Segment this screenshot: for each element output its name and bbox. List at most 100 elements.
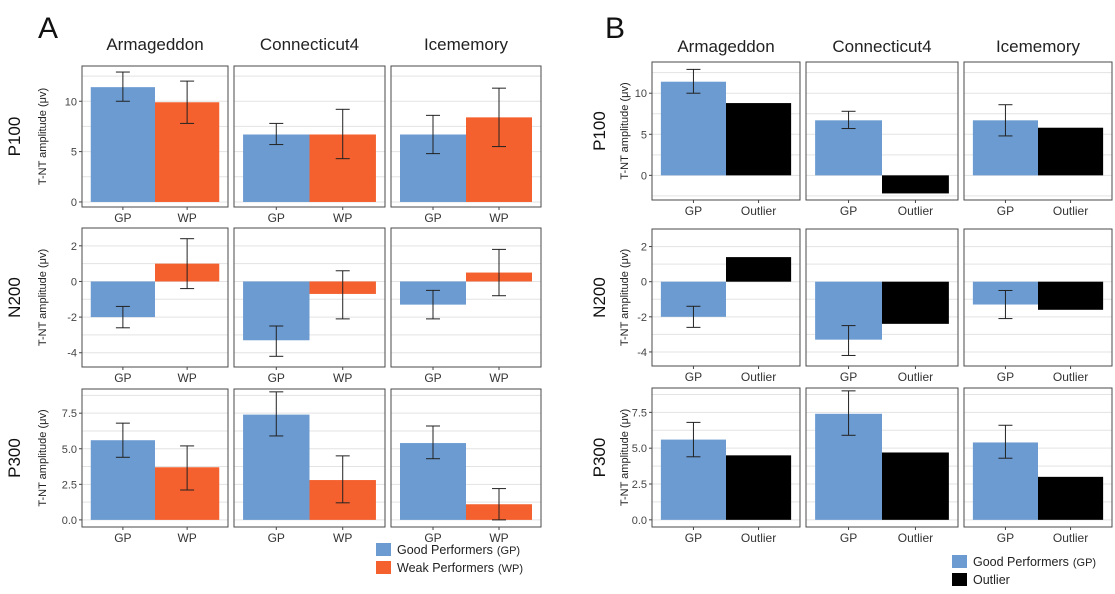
- legend-label-text: Good Performers: [973, 555, 1069, 569]
- facet-armageddon: GP Outlier: [651, 387, 801, 545]
- facet-frame: [651, 228, 801, 367]
- facet-title-armageddon: Armageddon: [106, 35, 203, 54]
- x-tick-label: Outlier: [741, 204, 776, 218]
- x-tick-label: GP: [268, 531, 285, 545]
- x-tick-label: WP: [333, 371, 352, 385]
- legend-swatch: [376, 561, 391, 574]
- y-axis-title: T-NT amplitude (μv): [37, 409, 49, 506]
- y-tick-label: 10: [65, 96, 77, 108]
- x-tick-label: WP: [177, 211, 196, 225]
- bar-outlier: [1038, 476, 1104, 520]
- x-tick-label: GP: [997, 204, 1014, 218]
- legend-label: Good Performers (GP): [973, 555, 1096, 569]
- facet-armageddon: GP WP: [81, 65, 229, 225]
- panel-letter: B: [605, 12, 625, 45]
- facet-icememory: GP Outlier: [963, 387, 1113, 545]
- row-label: P300: [5, 438, 24, 478]
- x-tick-label: WP: [177, 371, 196, 385]
- y-tick-label: 0: [71, 276, 77, 288]
- x-tick-label: GP: [114, 211, 131, 225]
- row-label: N200: [5, 277, 24, 318]
- row-label: P300: [590, 438, 609, 478]
- panel-b: B Armageddon Connecticut4 Icememory P100 T-NT…: [590, 12, 1113, 587]
- x-tick-label: Outlier: [1053, 370, 1088, 384]
- facet-frame: [390, 388, 542, 528]
- bar-outlier: [726, 455, 792, 520]
- facet-frame: [963, 228, 1113, 367]
- facet-frame: [651, 61, 801, 201]
- facet-title-connecticut4: Connecticut4: [832, 37, 931, 56]
- legend: Good Performers (GP)Weak Performers (WP): [376, 543, 523, 575]
- y-axis-title: T-NT amplitude (μv): [37, 249, 49, 346]
- bar-gp: [243, 134, 310, 202]
- facet-frame: [233, 65, 386, 208]
- facet-connecticut4: GP Outlier: [805, 228, 959, 384]
- y-tick-label: -4: [637, 347, 647, 359]
- facet-frame: [963, 61, 1113, 201]
- x-tick-label: GP: [840, 370, 857, 384]
- facet-title-icememory: Icememory: [424, 35, 509, 54]
- y-tick-label: 2.5: [632, 479, 647, 491]
- facet-connecticut4: GP WP: [233, 388, 386, 545]
- x-tick-label: Outlier: [898, 370, 933, 384]
- facet-frame: [805, 228, 959, 367]
- facet-icememory: GP WP: [390, 227, 542, 385]
- panel-a: A Armageddon Connecticut4 Icememory P100 T-NT…: [5, 12, 542, 575]
- x-tick-label: GP: [424, 371, 441, 385]
- bar-outlier: [726, 103, 792, 176]
- y-tick-label: 0.0: [632, 515, 647, 527]
- y-tick-label: 10: [635, 88, 647, 100]
- facet-frame: [651, 387, 801, 528]
- bar-gp: [660, 81, 726, 176]
- x-tick-label: GP: [997, 370, 1014, 384]
- facet-frame: [81, 388, 229, 528]
- legend-swatch: [952, 573, 967, 586]
- facet-armageddon: GP Outlier: [651, 228, 801, 384]
- y-tick-label: -2: [637, 312, 647, 324]
- legend-label-text: Weak Performers: [397, 561, 494, 575]
- x-tick-label: GP: [424, 211, 441, 225]
- facet-armageddon: GP Outlier: [651, 61, 801, 218]
- facet-armageddon: GP WP: [81, 227, 229, 385]
- facet-frame: [81, 65, 229, 208]
- row-label: N200: [590, 277, 609, 318]
- x-tick-label: GP: [114, 371, 131, 385]
- x-tick-label: GP: [114, 531, 131, 545]
- x-tick-label: GP: [840, 204, 857, 218]
- y-tick-label: 7.5: [632, 407, 647, 419]
- legend: Good Performers (GP) Outlier: [952, 555, 1096, 587]
- facet-connecticut4: GP Outlier: [805, 387, 959, 545]
- y-tick-label: 5.0: [62, 444, 77, 456]
- facet-frame: [390, 65, 542, 208]
- bar-gp: [815, 120, 882, 176]
- x-tick-label: GP: [685, 531, 702, 545]
- bar-gp: [90, 87, 155, 202]
- facet-title-icememory: Icememory: [996, 37, 1081, 56]
- legend-swatch: [952, 555, 967, 568]
- y-tick-label: 2: [641, 242, 647, 254]
- facet-frame: [805, 387, 959, 528]
- x-tick-label: GP: [268, 211, 285, 225]
- x-tick-label: Outlier: [741, 370, 776, 384]
- y-axis-title: T-NT amplitude (μv): [619, 409, 631, 506]
- x-tick-label: GP: [268, 371, 285, 385]
- facet-connecticut4: GP WP: [233, 227, 386, 385]
- legend-label: Outlier: [973, 573, 1010, 587]
- x-tick-label: Outlier: [741, 531, 776, 545]
- legend-label: Good Performers (GP): [397, 543, 520, 557]
- x-tick-label: WP: [489, 371, 508, 385]
- row-p300: P300 T-NT amplitude (μv)0.0 2.5 5.0 7.5 GP Out…: [590, 387, 1113, 545]
- y-axis-title: T-NT amplitude (μv): [619, 249, 631, 346]
- bar-outlier: [882, 175, 949, 194]
- y-tick-label: 2.5: [62, 479, 77, 491]
- facet-icememory: GP WP: [390, 65, 542, 225]
- y-axis-title: T-NT amplitude (μv): [619, 82, 631, 179]
- bar-outlier: [1038, 281, 1104, 310]
- y-tick-label: 2: [71, 241, 77, 253]
- row-p300: P300 T-NT amplitude (μv)0.02.55.07.5GP WP G…: [5, 388, 542, 545]
- row-label: P100: [5, 117, 24, 157]
- x-tick-label: GP: [840, 531, 857, 545]
- facet-title-armageddon: Armageddon: [677, 37, 774, 56]
- facet-frame: [81, 227, 229, 368]
